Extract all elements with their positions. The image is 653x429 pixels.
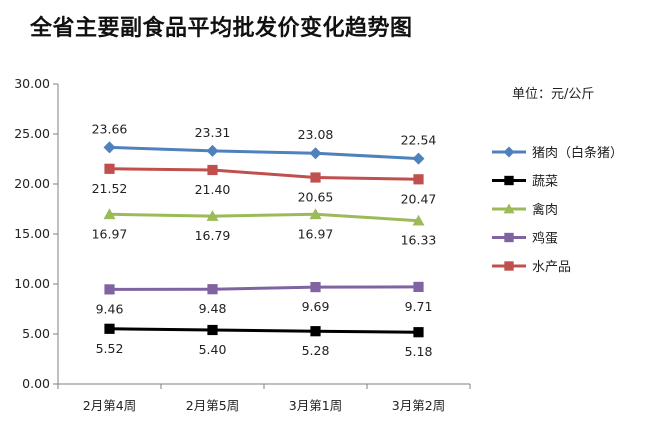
series-0: 23.66 23.31 23.08 22.54 xyxy=(92,121,437,165)
data-label: 23.66 xyxy=(92,121,128,136)
unit-note: 单位：元/公斤 xyxy=(512,87,594,102)
series-1: 5.52 5.40 5.28 5.18 xyxy=(96,323,433,359)
data-point xyxy=(504,261,514,271)
legend-item: 水产品 xyxy=(492,260,571,275)
data-label: 16.79 xyxy=(195,228,231,243)
data-point xyxy=(504,232,514,243)
data-point xyxy=(504,175,514,186)
data-label: 16.33 xyxy=(401,233,437,248)
legend-label: 水产品 xyxy=(532,260,571,275)
y-tick-label: 5.00 xyxy=(22,326,50,341)
data-point xyxy=(309,208,322,220)
data-label: 5.28 xyxy=(302,343,330,358)
data-point xyxy=(309,147,322,160)
data-point xyxy=(503,146,515,158)
data-point xyxy=(310,282,321,293)
data-label: 5.52 xyxy=(96,341,124,356)
legend-item: 禽肉 xyxy=(492,202,558,218)
data-label: 21.40 xyxy=(195,182,231,197)
y-tick-label: 15.00 xyxy=(14,226,50,241)
series-line xyxy=(109,167,419,181)
data-label: 20.47 xyxy=(401,191,437,206)
data-point xyxy=(104,323,115,334)
y-tick-label: 30.00 xyxy=(14,76,50,91)
data-label: 9.71 xyxy=(405,299,433,314)
series-line xyxy=(109,327,419,334)
data-label: 5.18 xyxy=(405,344,433,359)
y-tick-label: 0.00 xyxy=(22,376,50,391)
legend-label: 鸡蛋 xyxy=(532,231,558,247)
data-point xyxy=(207,324,218,336)
x-tick-label: 2月第5周 xyxy=(186,398,239,413)
legend-item: 猪肉（白条猪） xyxy=(492,145,623,161)
series-line xyxy=(109,145,419,161)
data-point xyxy=(103,208,116,220)
data-point xyxy=(413,327,424,338)
chart-title: 全省主要副食品平均批发价变化趋势图 xyxy=(30,15,413,41)
data-point xyxy=(413,281,424,292)
y-tick-label: 20.00 xyxy=(14,176,50,191)
legend-label: 禽肉 xyxy=(532,202,558,218)
data-point xyxy=(103,141,116,154)
legend-item: 蔬菜 xyxy=(492,175,558,190)
series-4: 21.52 21.40 20.65 20.47 xyxy=(92,163,437,206)
series-2: 16.97 16.79 16.97 16.33 xyxy=(92,208,437,248)
data-point xyxy=(206,210,219,221)
x-tick-label: 3月第1周 xyxy=(289,398,342,413)
x-tick-label: 3月第2周 xyxy=(392,398,445,413)
series-line xyxy=(109,212,419,223)
y-tick-label: 10.00 xyxy=(14,276,50,291)
legend-label: 猪肉（白条猪） xyxy=(532,145,623,161)
data-label: 16.97 xyxy=(92,226,128,241)
data-point xyxy=(207,284,218,295)
legend-label: 蔬菜 xyxy=(532,175,558,190)
data-label: 23.31 xyxy=(195,125,231,140)
data-point xyxy=(412,214,425,226)
x-tick-label: 2月第4周 xyxy=(83,398,136,413)
data-point xyxy=(310,326,321,337)
data-point xyxy=(104,284,115,295)
data-point xyxy=(206,144,219,157)
legend-item: 鸡蛋 xyxy=(492,231,558,247)
data-point xyxy=(310,172,321,183)
data-point xyxy=(104,163,115,174)
data-label: 9.48 xyxy=(199,301,227,316)
data-label: 5.40 xyxy=(199,342,227,357)
y-tick-label: 25.00 xyxy=(14,126,50,141)
data-label: 22.54 xyxy=(401,133,437,148)
data-label: 20.65 xyxy=(298,190,334,205)
data-point xyxy=(207,164,218,176)
data-point xyxy=(413,174,424,185)
series-layer: 23.66 23.31 23.08 22.54 5.52 5.40 5.28 5.18 16.9… xyxy=(92,121,437,359)
data-point xyxy=(412,152,425,165)
series-line xyxy=(109,285,419,291)
axes: 0.00 5.00 10.00 15.00 20.00 25.00 30.00 2月第4周 2月… xyxy=(14,76,471,413)
series-3: 9.46 9.48 9.69 9.71 xyxy=(96,281,433,316)
data-label: 21.52 xyxy=(92,181,128,196)
data-label: 9.69 xyxy=(302,299,330,314)
data-point xyxy=(503,203,515,214)
data-label: 23.08 xyxy=(298,127,334,142)
data-label: 16.97 xyxy=(298,226,334,241)
data-label: 9.46 xyxy=(96,301,124,316)
